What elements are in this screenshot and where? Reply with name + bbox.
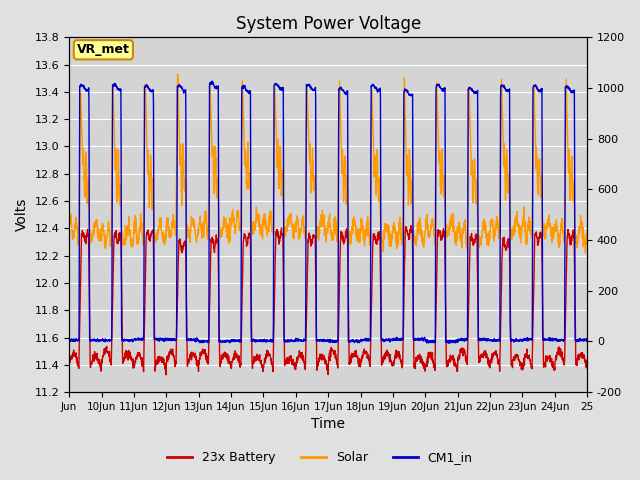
Text: VR_met: VR_met <box>77 43 130 56</box>
Legend: 23x Battery, Solar, CM1_in: 23x Battery, Solar, CM1_in <box>163 446 477 469</box>
Title: System Power Voltage: System Power Voltage <box>236 15 420 33</box>
X-axis label: Time: Time <box>311 418 345 432</box>
Y-axis label: Volts: Volts <box>15 198 29 231</box>
